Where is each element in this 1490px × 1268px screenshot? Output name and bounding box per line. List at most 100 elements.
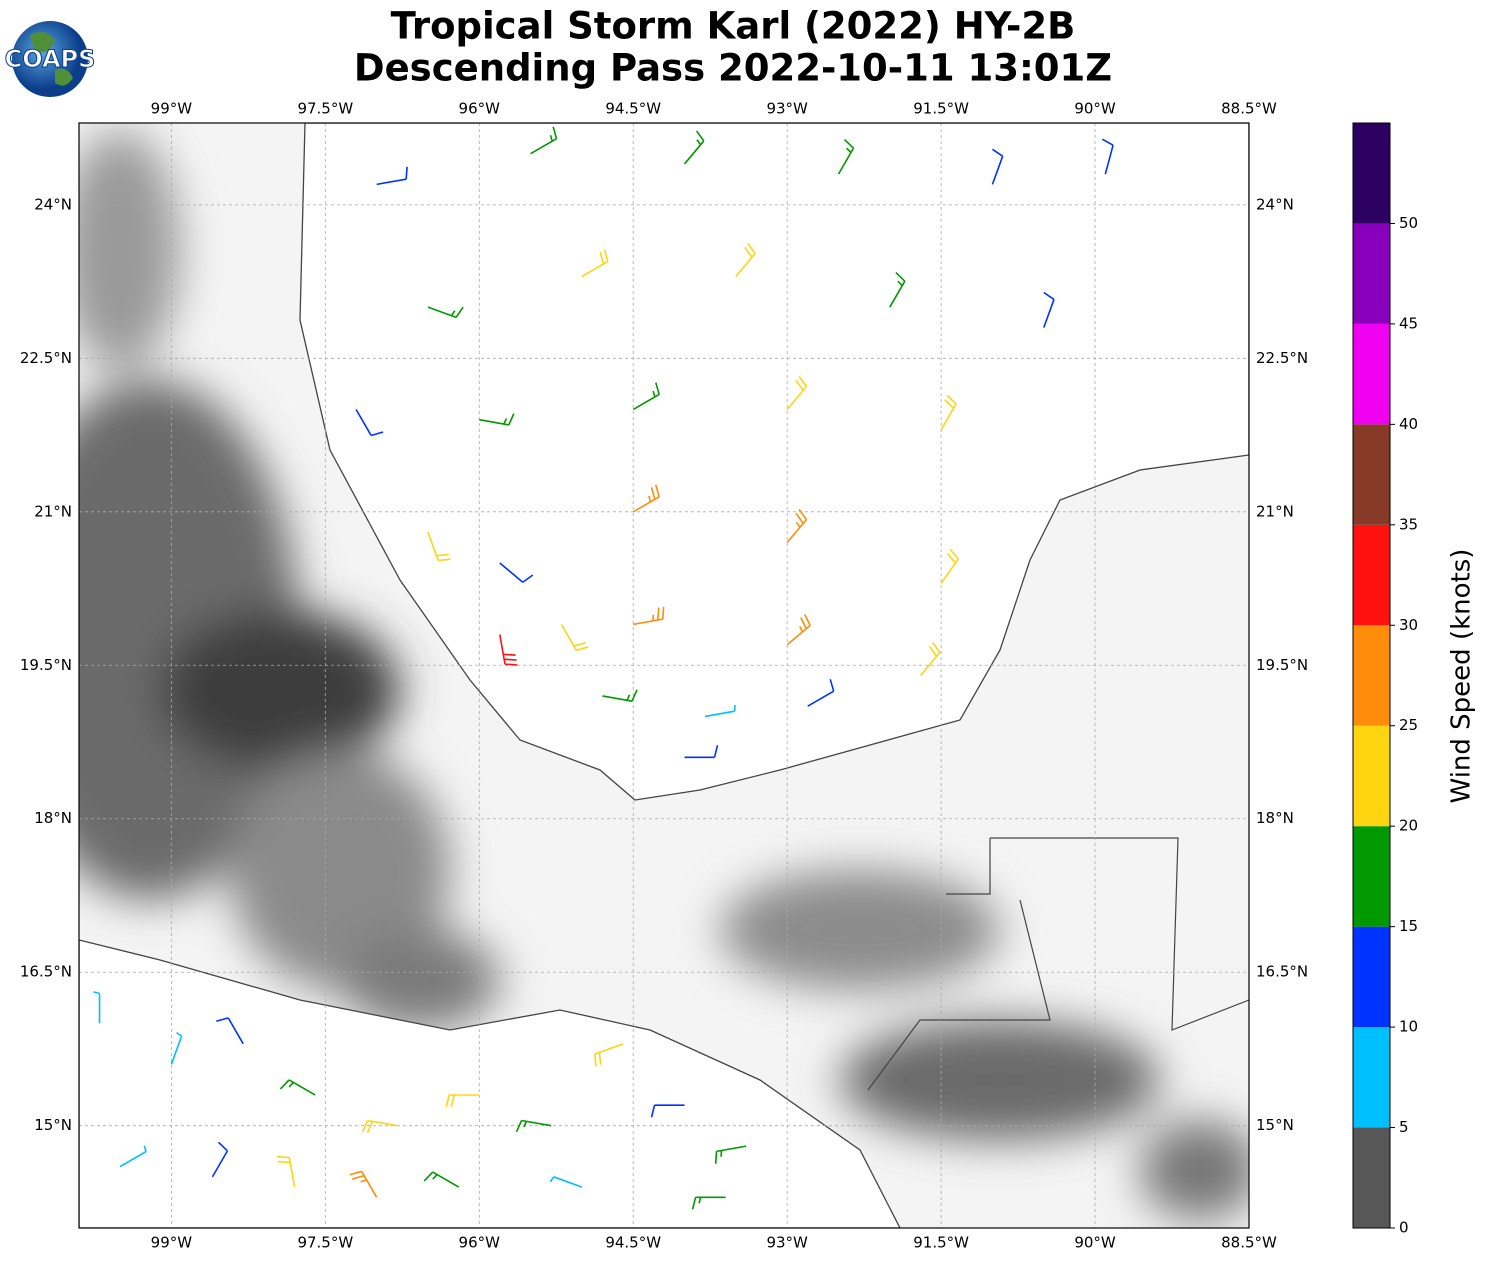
x-tick-label: 96°W [459,1234,501,1252]
wind-barb [549,1176,583,1188]
terrain [79,123,1249,1228]
y-tick-label: 16.5°N [20,963,72,981]
map-frame [78,122,1250,1229]
colorbar-segment [1353,625,1390,726]
wind-barb [632,484,660,513]
colorbar-tick-label: 50 [1399,214,1418,232]
colorbar-label: Wind Speed (knots) [1447,549,1477,804]
y-tick-label: 22.5°N [1256,349,1308,367]
wind-barb [376,166,408,186]
colorbar-segment [1353,323,1390,425]
y-tick-label: 24°N [1256,195,1294,213]
colorbar-tick-label: 30 [1399,616,1418,634]
logo-text: COAPS [5,45,96,73]
colorbar-segment [1353,524,1390,626]
wind-barb [786,614,811,646]
wind-barb [786,376,808,410]
y-tick-label: 19.5°N [1256,656,1308,674]
wind-barb [807,679,835,707]
wind-barb [427,306,464,319]
colorbar-frame [1352,122,1391,1229]
wind-barb [581,249,609,278]
x-tick-label: 99°W [151,1234,193,1252]
x-tick-label: 96°W [459,100,501,118]
colorbar-tick-label: 40 [1399,415,1418,433]
wind-barb [1101,138,1114,175]
wind-barb [837,139,855,175]
wind-barb [560,623,589,652]
y-tick-label: 18°N [1256,809,1294,827]
colorbar-segment [1353,1027,1390,1128]
graticule [79,123,1249,1228]
colorbar-segment [1353,926,1390,1028]
wind-barb [216,1017,244,1045]
wind-barb [786,509,808,544]
wind-barb [1042,291,1055,328]
wind-barbs [93,126,1114,1210]
y-tick-label: 22.5°N [20,349,72,367]
y-tick-label: 15°N [34,1116,72,1134]
wind-barb [684,745,719,759]
wind-barb [355,409,384,437]
colorbar-segment [1353,725,1390,827]
colorbar-tick-label: 25 [1399,716,1418,734]
wind-barb [93,991,101,1024]
colorbar-segment [1353,223,1390,324]
colorbar-tick-label: 20 [1399,817,1418,835]
x-tick-label: 93°W [766,100,808,118]
wind-barb [632,382,660,411]
wind-barb [919,642,941,677]
y-tick-label: 15°N [1256,1116,1294,1134]
x-tick-label: 97.5°W [297,1234,353,1252]
wind-barb [119,1145,147,1168]
wind-barb [889,272,906,308]
colorbar-segment [1353,1127,1390,1228]
wind-barb [633,606,665,626]
y-tick-label: 21°N [1256,502,1294,520]
wind-barb [279,1079,316,1096]
wind-barb [530,126,558,155]
colorbar-tick-label: 10 [1399,1018,1418,1036]
x-tick-label: 94.5°W [605,100,661,118]
colorbar-segment [1353,424,1390,525]
y-tick-label: 24°N [34,195,72,213]
wind-barb [423,1171,460,1188]
wind-barb [602,689,638,702]
x-tick-label: 99°W [151,100,193,118]
y-tick-label: 16.5°N [1256,963,1308,981]
wind-barb [735,243,756,277]
wind-barb [683,130,705,165]
wind-barb [991,148,1004,185]
x-tick-label: 93°W [766,1234,808,1252]
wind-barb [349,1170,378,1198]
y-tick-label: 18°N [34,809,72,827]
wind-barb [691,1196,726,1210]
wind-barb [276,1155,296,1188]
wind-barb [515,1119,552,1133]
wind-barb [704,704,736,718]
x-tick-label: 91.5°W [913,1234,969,1252]
wind-barb [427,531,451,562]
wind-barb [445,1094,480,1108]
colorbar-tick-label: 45 [1399,314,1418,332]
colorbar-tick-label: 15 [1399,917,1418,935]
wind-barb [499,634,518,666]
wind-barb [714,1145,747,1164]
wind-barb [170,1031,183,1065]
x-tick-label: 91.5°W [913,100,969,118]
y-tick-label: 21°N [34,502,72,520]
x-tick-label: 94.5°W [605,1234,661,1252]
chart-subtitle: Descending Pass 2022-10-11 13:01Z [354,47,1112,90]
x-tick-label: 97.5°W [297,100,353,118]
wind-barb [940,394,957,431]
colorbar-segment [1353,123,1390,224]
colorbar-tick-label: 35 [1399,515,1418,533]
wind-barb [211,1141,229,1178]
x-tick-label: 88.5°W [1221,1234,1277,1252]
wind-barb [593,1043,624,1067]
x-tick-label: 90°W [1074,1234,1116,1252]
wind-barb [361,1119,398,1133]
logo: COAPS [4,21,96,97]
y-tick-label: 19.5°N [20,656,72,674]
